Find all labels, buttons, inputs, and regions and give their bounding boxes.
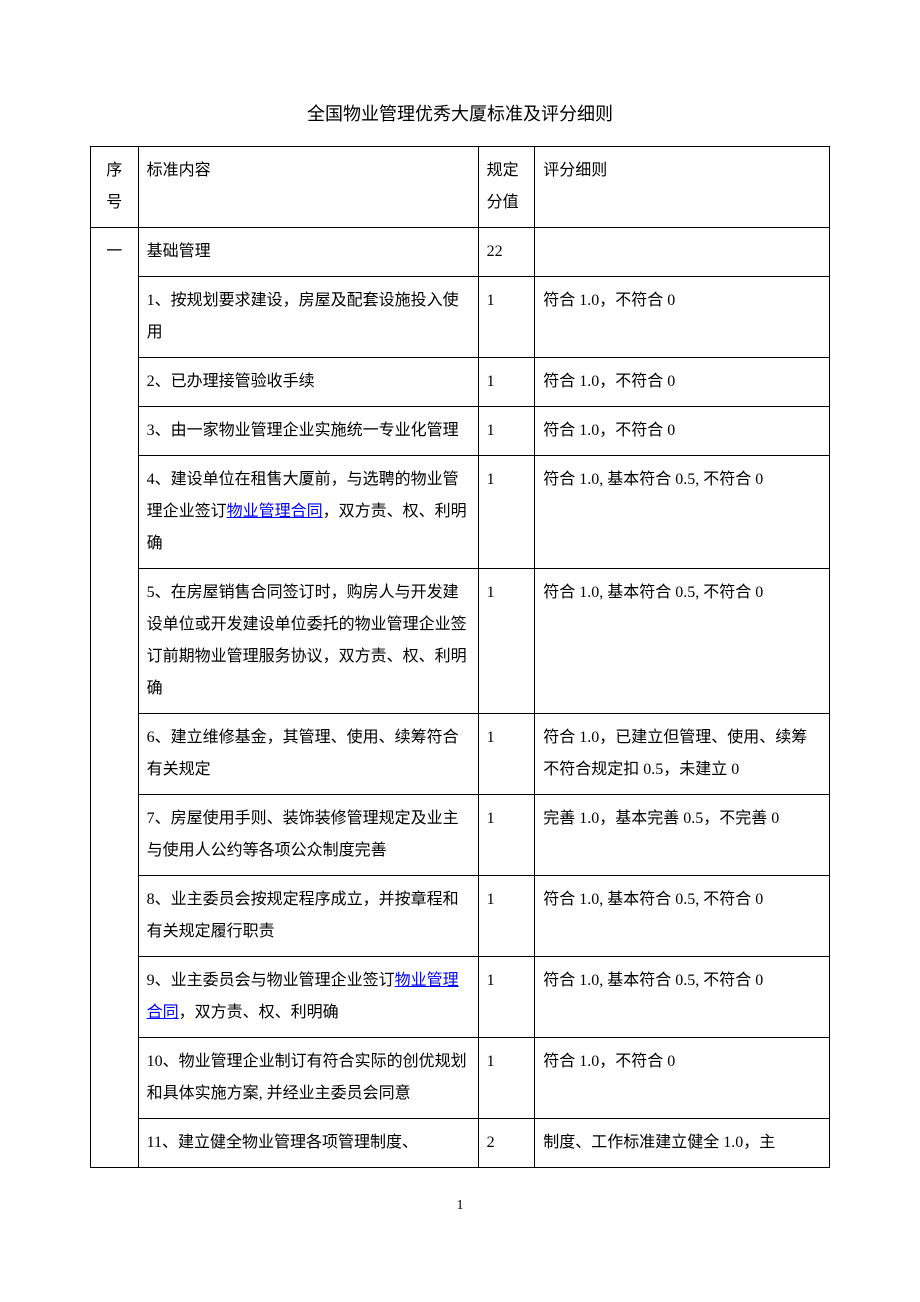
row-num-cell [91,795,139,876]
row-score: 1 [478,456,535,569]
content-text: 5、在房屋销售合同签订时，购房人与开发建设单位或开发建设单位委托的物业管理企业签… [147,584,467,697]
header-num: 序号 [91,147,139,228]
section-name: 基础管理 [138,228,478,277]
row-content: 5、在房屋销售合同签订时，购房人与开发建设单位或开发建设单位委托的物业管理企业签… [138,569,478,714]
row-content: 11、建立健全物业管理各项管理制度、 [138,1119,478,1168]
row-content: 4、建设单位在租售大厦前，与选聘的物业管理企业签订物业管理合同，双方责、权、利明… [138,456,478,569]
row-rule: 符合 1.0, 基本符合 0.5, 不符合 0 [535,876,830,957]
table-row: 10、物业管理企业制订有符合实际的创优规划和具体实施方案, 并经业主委员会同意1… [91,1038,830,1119]
header-row: 序号 标准内容 规定分值 评分细则 [91,147,830,228]
row-score: 1 [478,957,535,1038]
content-text: 1、按规划要求建设，房屋及配套设施投入使用 [147,292,459,341]
section-row: 一 基础管理 22 [91,228,830,277]
row-score: 1 [478,277,535,358]
header-content: 标准内容 [138,147,478,228]
contract-link[interactable]: 物业管理合同 [227,503,323,520]
row-num-cell [91,1119,139,1168]
content-text: 2、已办理接管验收手续 [147,373,315,390]
row-score: 1 [478,795,535,876]
row-content: 9、业主委员会与物业管理企业签订物业管理合同，双方责、权、利明确 [138,957,478,1038]
header-score: 规定分值 [478,147,535,228]
table-row: 1、按规划要求建设，房屋及配套设施投入使用 1符合 1.0，不符合 0 [91,277,830,358]
table-row: 8、业主委员会按规定程序成立，并按章程和有关规定履行职责 1符合 1.0, 基本符… [91,876,830,957]
table-row: 9、业主委员会与物业管理企业签订物业管理合同，双方责、权、利明确1符合 1.0,… [91,957,830,1038]
row-content: 10、物业管理企业制订有符合实际的创优规划和具体实施方案, 并经业主委员会同意 [138,1038,478,1119]
content-text: 6、建立维修基金，其管理、使用、续筹符合有关规定 [147,729,459,778]
row-rule: 符合 1.0，不符合 0 [535,1038,830,1119]
row-rule: 符合 1.0，已建立但管理、使用、续筹不符合规定扣 0.5，未建立 0 [535,714,830,795]
row-score: 1 [478,358,535,407]
row-score: 1 [478,876,535,957]
row-content: 1、按规划要求建设，房屋及配套设施投入使用 [138,277,478,358]
row-score: 1 [478,569,535,714]
row-score: 2 [478,1119,535,1168]
content-text: 8、业主委员会按规定程序成立，并按章程和有关规定履行职责 [147,891,459,940]
row-rule: 符合 1.0，不符合 0 [535,277,830,358]
row-num-cell [91,876,139,957]
row-num-cell [91,957,139,1038]
header-rule: 评分细则 [535,147,830,228]
content-text-post: ，双方责、权、利明确 [179,1004,339,1021]
row-num-cell [91,569,139,714]
page-title: 全国物业管理优秀大厦标准及评分细则 [90,100,830,126]
table-row: 6、建立维修基金，其管理、使用、续筹符合有关规定 1符合 1.0，已建立但管理、使… [91,714,830,795]
content-text: 10、物业管理企业制订有符合实际的创优规划和具体实施方案, 并经业主委员会同意 [147,1053,467,1102]
row-rule: 符合 1.0, 基本符合 0.5, 不符合 0 [535,456,830,569]
row-rule: 制度、工作标准建立健全 1.0，主 [535,1119,830,1168]
section-rule [535,228,830,277]
content-text: 3、由一家物业管理企业实施统一专业化管理 [147,422,459,439]
row-num-cell [91,277,139,358]
row-rule: 符合 1.0，不符合 0 [535,407,830,456]
row-score: 1 [478,714,535,795]
table-row: 3、由一家物业管理企业实施统一专业化管理 1符合 1.0，不符合 0 [91,407,830,456]
section-num: 一 [91,228,139,277]
row-rule: 符合 1.0, 基本符合 0.5, 不符合 0 [535,569,830,714]
row-num-cell [91,407,139,456]
page-number: 1 [90,1198,830,1214]
row-num-cell [91,1038,139,1119]
content-text: 11、建立健全物业管理各项管理制度、 [147,1134,418,1151]
row-rule: 符合 1.0，不符合 0 [535,358,830,407]
table-row: 2、已办理接管验收手续 1符合 1.0，不符合 0 [91,358,830,407]
criteria-table: 序号 标准内容 规定分值 评分细则 一 基础管理 22 1、按规划要求建设，房屋… [90,146,830,1168]
row-content: 7、房屋使用手则、装饰装修管理规定及业主与使用人公约等各项公众制度完善 [138,795,478,876]
row-content: 3、由一家物业管理企业实施统一专业化管理 [138,407,478,456]
section-score: 22 [478,228,535,277]
table-row: 7、房屋使用手则、装饰装修管理规定及业主与使用人公约等各项公众制度完善 1完善 1… [91,795,830,876]
row-content: 8、业主委员会按规定程序成立，并按章程和有关规定履行职责 [138,876,478,957]
row-num-cell [91,714,139,795]
table-row: 4、建设单位在租售大厦前，与选聘的物业管理企业签订物业管理合同，双方责、权、利明… [91,456,830,569]
row-score: 1 [478,407,535,456]
row-content: 2、已办理接管验收手续 [138,358,478,407]
content-text: 9、业主委员会与物业管理企业签订 [147,972,395,989]
content-text: 7、房屋使用手则、装饰装修管理规定及业主与使用人公约等各项公众制度完善 [147,810,459,859]
row-rule: 符合 1.0, 基本符合 0.5, 不符合 0 [535,957,830,1038]
table-row: 5、在房屋销售合同签订时，购房人与开发建设单位或开发建设单位委托的物业管理企业签… [91,569,830,714]
row-num-cell [91,456,139,569]
row-rule: 完善 1.0，基本完善 0.5，不完善 0 [535,795,830,876]
row-content: 6、建立维修基金，其管理、使用、续筹符合有关规定 [138,714,478,795]
row-num-cell [91,358,139,407]
table-row: 11、建立健全物业管理各项管理制度、 2制度、工作标准建立健全 1.0，主 [91,1119,830,1168]
row-score: 1 [478,1038,535,1119]
